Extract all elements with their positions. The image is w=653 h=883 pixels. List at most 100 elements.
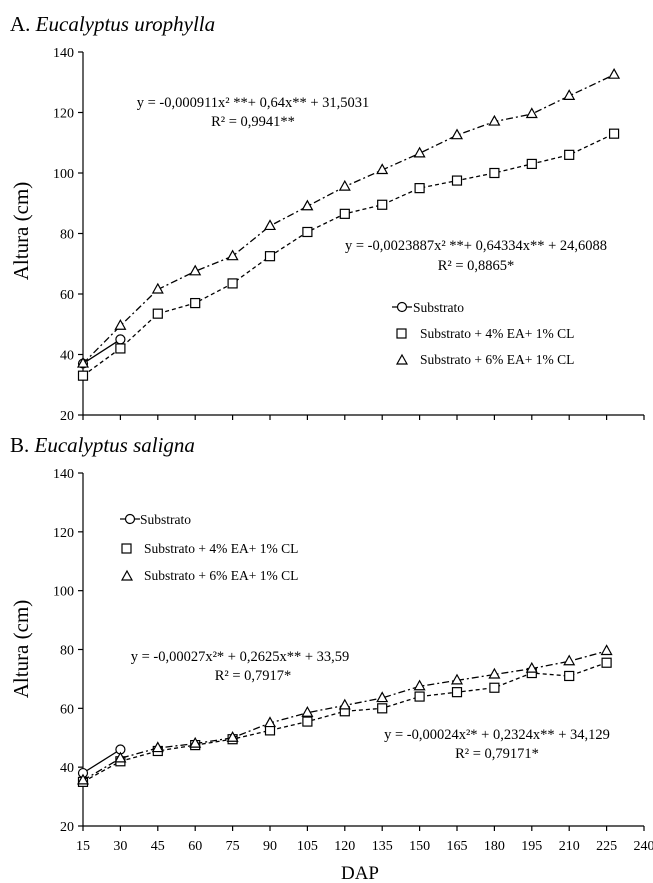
data-point-triangle [338,179,351,191]
data-point-square [264,725,276,736]
x-axis-label: DAP [341,863,379,883]
x-tick-label: 195 [521,839,542,854]
data-point-square [526,158,537,170]
y-tick-label: 100 [53,167,74,182]
data-point-triangle [563,89,576,100]
panel-a-y-axis-label: Altura (cm) [9,182,33,281]
data-point-square [489,682,500,693]
data-point-triangle [338,698,351,710]
data-point-square [339,208,350,219]
panel-b-legend-item-substrato: Substrato [120,512,191,527]
data-point-square [564,670,575,682]
x-tick-label: 15 [76,839,90,854]
panel-a: A. Eucalyptus urophylla Altura (cm) 20 40… [9,12,645,424]
data-point-square [451,687,463,698]
data-point-square [302,716,313,727]
panel-a-equation-4pct: y = -0,0023887x² **+ 0,64334x** + 24,608… [345,238,607,254]
data-point-square [227,278,238,289]
panel-b-r2-6pct: R² = 0,7917* [215,668,292,684]
panel-a-legend-label-4pct: Substrato + 4% EA+ 1% CL [420,326,574,341]
panel-a-y-ticks: 20 40 60 80 100 120 140 [53,46,83,424]
y-tick-label: 20 [60,820,74,835]
panel-a-legend-label-6pct: Substrato + 6% EA+ 1% CL [420,352,574,367]
data-point-triangle [263,716,277,728]
y-tick-label: 120 [53,107,74,122]
y-tick-label: 80 [60,644,74,659]
panel-b-y-ticks: 20 40 60 80 100 120 140 [53,467,83,835]
y-tick-label: 60 [60,288,74,303]
panel-a-r2-6pct: R² = 0,9941** [211,114,295,130]
data-point-square [414,183,425,194]
y-tick-label: 80 [60,228,74,243]
panel-b-x-ticks: 15 30 45 60 75 90 105 120 135 150 165 180 195 210 225 2… [76,826,653,854]
panel-a-equation-6pct: y = -0,000911x² **+ 0,64x** + 31,5031 [137,95,370,111]
data-point-square [377,199,388,210]
data-point-square [601,657,612,668]
x-tick-label: 180 [484,839,505,854]
panel-a-legend-label-substrato: Substrato [413,300,464,315]
y-tick-label: 140 [53,46,74,61]
panel-a-x-ticks [82,415,645,420]
x-tick-label: 105 [297,839,318,854]
x-tick-label: 90 [263,839,277,854]
series-line-1 [82,338,121,365]
x-tick-label: 45 [151,839,165,854]
y-tick-label: 100 [53,585,74,600]
panel-a-legend-item-4pct: Substrato + 4% EA+ 1% CL [396,326,574,341]
data-point-triangle [301,199,314,211]
panel-a-legend: Substrato Substrato + 4% EA+ 1% CL Subst… [392,300,574,367]
data-point-square [152,308,163,319]
y-tick-label: 140 [53,467,74,482]
data-point-square [564,149,575,160]
data-point-triangle [263,219,277,231]
legend-circle-marker [396,301,408,313]
data-point-triangle [114,751,127,763]
panel-a-title: A. Eucalyptus urophylla [10,12,215,36]
data-point-triangle [301,706,314,717]
data-point-square [608,128,620,139]
panel-a-series [76,67,621,381]
panel-a-legend-item-substrato: Substrato [392,300,464,315]
series-line-2 [82,662,607,783]
legend-triangle-marker [120,569,134,581]
legend-square-marker [121,543,132,554]
data-point-triangle [76,356,90,368]
panel-b-legend-label-4pct: Substrato + 4% EA+ 1% CL [144,541,298,556]
x-tick-label: 120 [334,839,355,854]
panel-b-legend-item-6pct: Substrato + 6% EA+ 1% CL [120,568,298,583]
panel-b-series [76,644,613,787]
y-tick-label: 20 [60,409,74,424]
y-tick-label: 40 [60,761,74,776]
data-point-triangle [525,661,538,673]
data-point-triangle [376,691,389,703]
data-point-square [264,251,276,262]
y-tick-label: 60 [60,702,74,717]
legend-square-marker [396,328,407,339]
x-tick-label: 60 [188,839,202,854]
legend-circle-marker [124,513,136,525]
panel-a-r2-4pct: R² = 0,8865* [438,258,515,274]
data-point-triangle [151,741,164,753]
panel-b: B. Eucalyptus saligna Altura (cm) 20 40 60… [9,433,653,883]
panel-b-legend-item-4pct: Substrato + 4% EA+ 1% CL [121,541,298,556]
panel-b-legend: Substrato Substrato + 4% EA+ 1% CL Subst… [120,512,298,583]
data-point-square [190,297,201,309]
x-tick-label: 135 [372,839,393,854]
series-line-1 [82,748,121,774]
x-tick-label: 150 [409,839,430,854]
data-point-square [77,370,89,381]
data-point-triangle [151,282,164,294]
data-point-triangle [189,736,202,748]
data-point-triangle [114,319,127,330]
panel-b-equation-6pct: y = -0,00027x²* + 0,2625x** + 33,59 [131,649,350,665]
data-point-square [451,175,463,186]
y-tick-label: 40 [60,349,74,364]
x-tick-label: 210 [559,839,580,854]
data-point-triangle [525,107,538,119]
data-point-triangle [413,679,426,691]
x-tick-label: 225 [596,839,617,854]
panel-b-legend-label-6pct: Substrato + 6% EA+ 1% CL [144,568,298,583]
panel-b-title: B. Eucalyptus saligna [10,433,195,457]
panel-b-r2-4pct: R² = 0,79171* [455,746,539,762]
